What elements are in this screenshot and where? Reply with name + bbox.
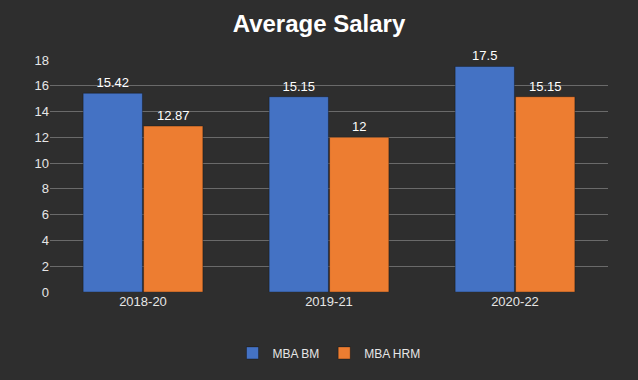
- svg-text:16: 16: [35, 78, 49, 93]
- svg-text:17.5: 17.5: [472, 48, 497, 63]
- svg-text:2018-20: 2018-20: [119, 294, 167, 309]
- svg-text:2: 2: [42, 259, 49, 274]
- svg-text:14: 14: [35, 104, 49, 119]
- svg-text:MBA BM: MBA BM: [273, 347, 320, 361]
- svg-text:12: 12: [35, 130, 49, 145]
- svg-text:0: 0: [42, 285, 49, 300]
- svg-text:15.15: 15.15: [283, 79, 316, 94]
- svg-text:2019-21: 2019-21: [305, 294, 353, 309]
- svg-text:6: 6: [42, 207, 49, 222]
- svg-text:4: 4: [42, 233, 49, 248]
- svg-text:12.87: 12.87: [157, 108, 190, 123]
- svg-text:15.15: 15.15: [529, 79, 562, 94]
- svg-text:18: 18: [35, 53, 49, 68]
- svg-text:Average Salary: Average Salary: [233, 10, 406, 37]
- svg-text:10: 10: [35, 156, 49, 171]
- svg-text:12: 12: [352, 119, 366, 134]
- svg-text:2020-22: 2020-22: [491, 294, 539, 309]
- svg-text:8: 8: [42, 181, 49, 196]
- svg-text:15.42: 15.42: [97, 75, 130, 90]
- svg-text:MBA HRM: MBA HRM: [364, 347, 420, 361]
